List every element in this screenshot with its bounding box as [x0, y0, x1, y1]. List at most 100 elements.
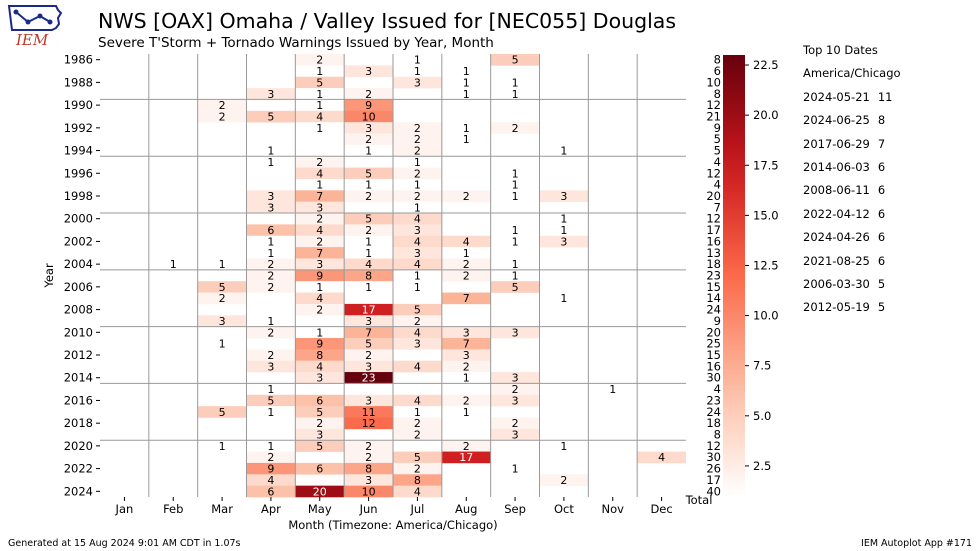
row-total-label: 12	[706, 212, 721, 226]
cell-value-label: 3	[365, 315, 372, 328]
cell-value-label: 2	[316, 235, 323, 248]
heatmap-cell	[539, 144, 589, 157]
heatmap-cell	[246, 360, 296, 373]
top10-date: 2006-03-30	[803, 276, 870, 291]
top10-date: 2017-06-29	[803, 136, 870, 151]
heatmap-cell	[344, 133, 393, 146]
cell-value-label: 1	[414, 201, 421, 214]
cell-value-label: 2	[267, 270, 274, 283]
heatmap-cell	[295, 281, 345, 293]
heatmap-cell	[197, 110, 247, 123]
top10-entry: 2017-06-29 7	[803, 137, 901, 160]
heatmap-cell	[344, 360, 393, 373]
heatmap-cell	[344, 406, 393, 418]
heatmap-cell	[393, 303, 442, 316]
heatmap-cell	[246, 462, 296, 475]
heatmap-cell	[197, 440, 247, 452]
heatmap-cell	[441, 372, 491, 384]
heatmap-cell	[344, 99, 393, 112]
top10-date: 2012-05-19	[803, 300, 870, 315]
cell-value-label: 3	[414, 76, 421, 89]
x-tick-label: Oct	[554, 502, 574, 516]
row-total-label: 21	[706, 109, 721, 123]
cell-value-label: 3	[463, 326, 470, 339]
heatmap-cell	[441, 235, 491, 248]
cell-value-label: 1	[463, 88, 470, 101]
row-total-label: 20	[706, 189, 721, 203]
cell-value-label: 1	[267, 406, 274, 419]
heatmap-cell	[295, 485, 345, 498]
cell-value-label: 1	[609, 383, 616, 396]
cell-value-label: 4	[267, 474, 274, 487]
cell-value-label: 1	[512, 463, 519, 476]
cell-value-label: 1	[316, 65, 323, 78]
cell-value-label: 1	[414, 281, 421, 294]
heatmap-cell	[344, 372, 393, 384]
top10-date: 2008-06-11	[803, 183, 870, 198]
heatmap-cell	[344, 65, 393, 78]
heatmap-cell	[393, 462, 442, 475]
heatmap-cell	[393, 451, 442, 464]
heatmap-cell	[295, 394, 345, 407]
heatmap-cell	[393, 54, 442, 66]
row-total-label: 30	[706, 450, 721, 464]
x-tick-label: Dec	[650, 502, 672, 516]
cell-value-label: 10	[362, 485, 376, 498]
cell-value-label: 5	[267, 394, 274, 407]
cell-value-label: 1	[219, 258, 226, 271]
cell-value-label: 1	[414, 406, 421, 419]
cell-value-label: 4	[414, 394, 421, 407]
row-total-label: 17	[706, 223, 721, 237]
cell-value-label: 2	[365, 133, 372, 146]
row-total-label: 23	[706, 269, 721, 283]
heatmap-cell	[295, 258, 345, 271]
heatmap-cell	[295, 372, 345, 384]
cell-value-label: 1	[463, 133, 470, 146]
heatmap-cell	[344, 88, 393, 100]
heatmap-cell	[295, 167, 345, 180]
cell-value-label: 10	[362, 110, 376, 123]
cell-value-label: 3	[365, 360, 372, 373]
row-total-label: 5	[714, 144, 721, 158]
iem-logo-text: IEM	[15, 31, 49, 48]
cell-value-label: 1	[316, 179, 323, 192]
heatmap-cell	[490, 281, 540, 293]
row-total-label: 12	[706, 98, 721, 112]
row-total-label: 30	[706, 371, 721, 385]
heatmap-cell	[539, 235, 589, 248]
cell-value-label: 3	[560, 190, 567, 203]
heatmap-cell	[246, 235, 296, 248]
cell-value-label: 1	[365, 281, 372, 294]
y-tick-label: 1986	[64, 53, 93, 67]
heatmap-cell	[246, 440, 296, 452]
heatmap-cell	[393, 156, 442, 168]
cell-value-label: 8	[414, 474, 421, 487]
row-total-label: 6	[714, 64, 721, 78]
x-tick-label: Sep	[504, 502, 526, 516]
heatmap-cell	[246, 349, 296, 361]
cell-value-label: 1	[463, 65, 470, 78]
cell-value-label: 9	[365, 99, 372, 112]
top10-entry: 2012-05-19 5	[803, 300, 901, 323]
x-tick-label: May	[308, 502, 332, 516]
cell-value-label: 2	[219, 292, 226, 305]
top10-entry: 2008-06-11 6	[803, 183, 901, 206]
heatmap-cell	[295, 269, 345, 282]
heatmap-cell	[295, 303, 345, 316]
cell-value-label: 1	[316, 99, 323, 112]
colorbar	[723, 55, 745, 496]
heatmap-cell	[490, 462, 540, 475]
heatmap-cell	[246, 485, 296, 498]
heatmap-cell	[344, 247, 393, 259]
top10-count: 6	[877, 206, 886, 221]
heatmap-cell	[393, 65, 442, 78]
heatmap-cell	[393, 428, 442, 441]
cell-value-label: 3	[267, 201, 274, 214]
cell-value-label: 4	[316, 360, 323, 373]
cell-value-label: 3	[365, 122, 372, 135]
top10-count: 6	[877, 159, 886, 174]
heatmap-cell	[295, 349, 345, 361]
y-tick-label: 2008	[64, 303, 93, 317]
row-total-label: 40	[706, 484, 721, 498]
row-total-label: 23	[706, 393, 721, 407]
